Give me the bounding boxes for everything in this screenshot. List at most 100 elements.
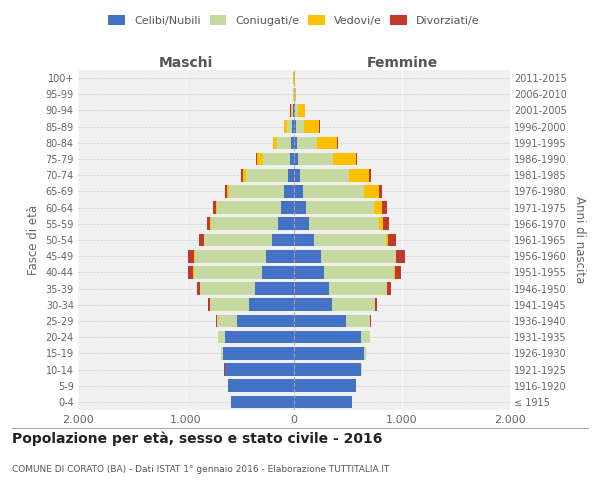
Bar [295,104,298,117]
Bar [300,169,349,181]
Bar [213,202,216,214]
Bar [298,104,305,117]
Bar [294,120,296,133]
Bar [266,250,294,262]
Bar [292,120,294,133]
Bar [225,363,294,376]
Legend: Celibi/Nubili, Coniugati/e, Vedovi/e, Divorziati/e: Celibi/Nubili, Coniugati/e, Vedovi/e, Di… [104,10,484,30]
Bar [294,185,303,198]
Bar [329,282,387,295]
Bar [382,202,387,214]
Bar [337,136,338,149]
Bar [227,185,229,198]
Bar [386,234,388,246]
Bar [244,169,247,181]
Bar [298,152,333,166]
Bar [197,282,200,295]
Bar [375,298,377,311]
Bar [208,298,209,311]
Bar [294,380,356,392]
Bar [294,250,321,262]
Bar [232,396,294,408]
Bar [287,120,292,133]
Bar [294,298,332,311]
Bar [200,282,255,295]
Bar [237,314,294,328]
Bar [395,266,401,278]
Bar [364,347,367,360]
Bar [210,218,211,230]
Bar [284,185,294,198]
Bar [290,152,294,166]
Bar [274,136,277,149]
Bar [255,282,294,295]
Bar [294,331,361,344]
Bar [346,314,370,328]
Bar [228,380,294,392]
Bar [294,169,300,181]
Bar [218,331,225,344]
Bar [332,298,375,311]
Bar [295,88,296,101]
Bar [294,234,314,246]
Bar [394,266,395,278]
Bar [284,120,287,133]
Bar [217,202,281,214]
Bar [248,298,294,311]
Bar [388,282,391,295]
Bar [294,282,329,295]
Bar [226,185,227,198]
Bar [356,152,357,166]
Bar [294,104,295,117]
Bar [293,104,294,117]
Bar [314,234,386,246]
Y-axis label: Fasce di età: Fasce di età [27,205,40,275]
Text: Femmine: Femmine [367,56,437,70]
Y-axis label: Anni di nascita: Anni di nascita [572,196,586,284]
Bar [263,152,290,166]
Bar [216,202,217,214]
Bar [211,218,278,230]
Bar [294,314,346,328]
Bar [281,202,294,214]
Bar [277,136,292,149]
Bar [287,169,294,181]
Bar [306,202,374,214]
Bar [188,266,193,278]
Bar [207,218,210,230]
Bar [199,234,204,246]
Bar [395,250,397,262]
Bar [292,104,293,117]
Bar [379,185,382,198]
Bar [194,250,266,262]
Bar [194,266,262,278]
Bar [225,331,294,344]
Bar [294,396,352,408]
Bar [296,136,317,149]
Bar [294,202,306,214]
Bar [383,218,389,230]
Bar [317,136,337,149]
Bar [333,152,356,166]
Bar [262,266,294,278]
Bar [257,152,263,166]
Bar [321,250,395,262]
Bar [256,152,257,166]
Bar [294,152,298,166]
Bar [188,250,194,262]
Bar [397,250,405,262]
Bar [388,234,395,246]
Bar [205,234,272,246]
Bar [292,136,294,149]
Bar [294,347,364,360]
Bar [229,185,284,198]
Text: Popolazione per età, sesso e stato civile - 2016: Popolazione per età, sesso e stato civil… [12,431,382,446]
Bar [309,218,379,230]
Text: COMUNE DI CORATO (BA) - Dati ISTAT 1° gennaio 2016 - Elaborazione TUTTITALIA.IT: COMUNE DI CORATO (BA) - Dati ISTAT 1° ge… [12,466,389,474]
Bar [294,136,296,149]
Bar [349,169,369,181]
Bar [296,120,304,133]
Bar [370,314,371,328]
Bar [247,169,287,181]
Bar [223,347,294,360]
